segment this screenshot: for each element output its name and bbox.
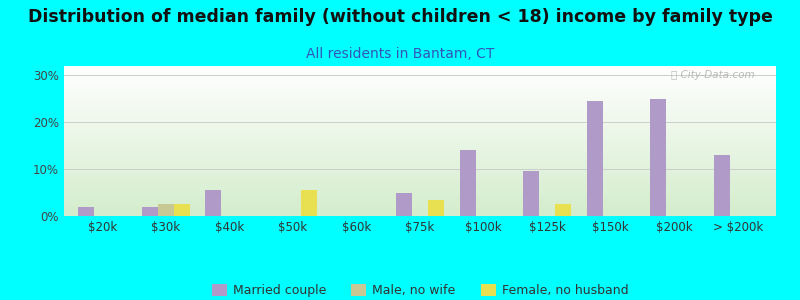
Text: All residents in Bantam, CT: All residents in Bantam, CT — [306, 46, 494, 61]
Bar — [555, 204, 571, 216]
Bar — [206, 190, 222, 216]
Bar — [714, 155, 730, 216]
Bar — [587, 101, 602, 216]
Bar — [301, 190, 317, 216]
Bar — [523, 172, 539, 216]
Bar — [460, 150, 476, 216]
Text: Ⓢ City-Data.com: Ⓢ City-Data.com — [671, 70, 754, 80]
Bar — [650, 99, 666, 216]
Bar — [142, 207, 158, 216]
Text: Distribution of median family (without children < 18) income by family type: Distribution of median family (without c… — [27, 8, 773, 26]
Bar — [396, 193, 412, 216]
Bar — [174, 204, 190, 216]
Bar — [158, 204, 174, 216]
Bar — [78, 207, 94, 216]
Bar — [428, 200, 444, 216]
Legend: Married couple, Male, no wife, Female, no husband: Married couple, Male, no wife, Female, n… — [206, 279, 634, 300]
